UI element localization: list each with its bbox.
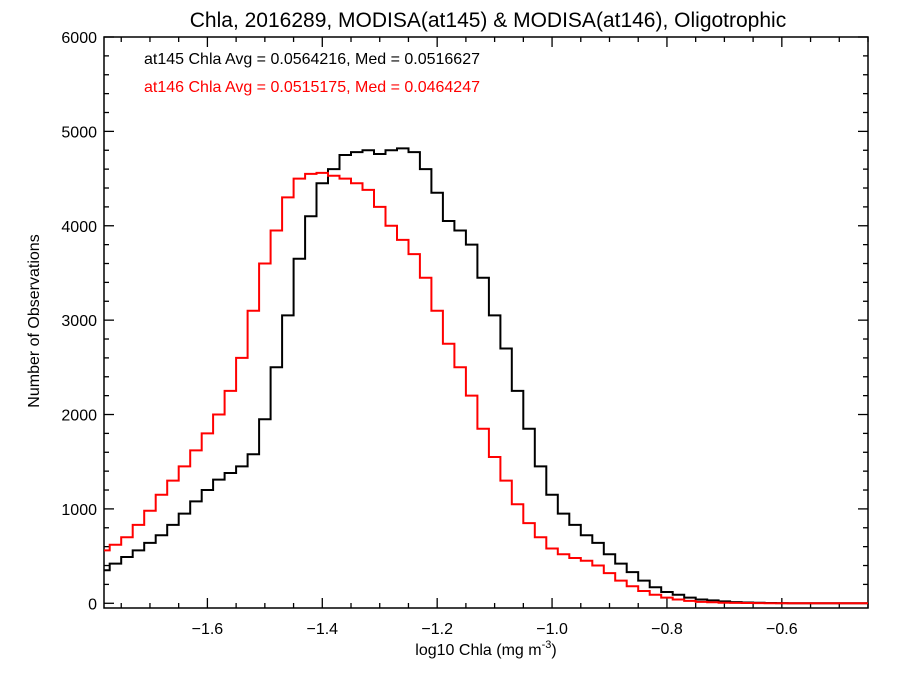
y-tick-label: 0 [88,596,97,613]
y-tick-label: 4000 [61,219,97,236]
chart-title: Chla, 2016289, MODISA(at145) & MODISA(at… [190,9,786,32]
x-tick-label: −0.6 [766,621,798,638]
series-layer [104,147,868,605]
y-tick-label: 6000 [61,30,97,47]
annotation-at145: at145 Chla Avg = 0.0564216, Med = 0.0516… [144,51,480,68]
y-axis-label: Number of Observations [26,234,43,407]
annotation-at146: at146 Chla Avg = 0.0515175, Med = 0.0464… [144,79,480,96]
series-line-1 [104,171,868,605]
plot-frame [103,36,869,609]
series-line-0 [104,147,868,605]
x-tick-label: −1.4 [306,621,338,638]
x-tick-label: −0.8 [651,621,683,638]
y-tick-label: 5000 [61,124,97,141]
x-tick-label: −1.2 [421,621,453,638]
x-axis-label-superscript: -3 [542,639,552,651]
y-tick-label: 1000 [61,502,97,519]
x-tick-label: −1.0 [536,621,568,638]
y-tick-label: 2000 [61,408,97,425]
axis-ticks [104,36,869,608]
x-axis-label-main: log10 Chla (mg m [415,642,541,659]
axis-tick-labels: −1.6 −1.4 −1.2 −1.0 −0.8 −0.6 0 1000 2000 3000 400… [61,30,797,638]
x-axis-label: log10 Chla (mg m-3) [415,639,556,659]
x-tick-label: −1.6 [192,621,224,638]
x-axis-label-close: ) [551,642,556,659]
y-tick-label: 3000 [61,313,97,330]
